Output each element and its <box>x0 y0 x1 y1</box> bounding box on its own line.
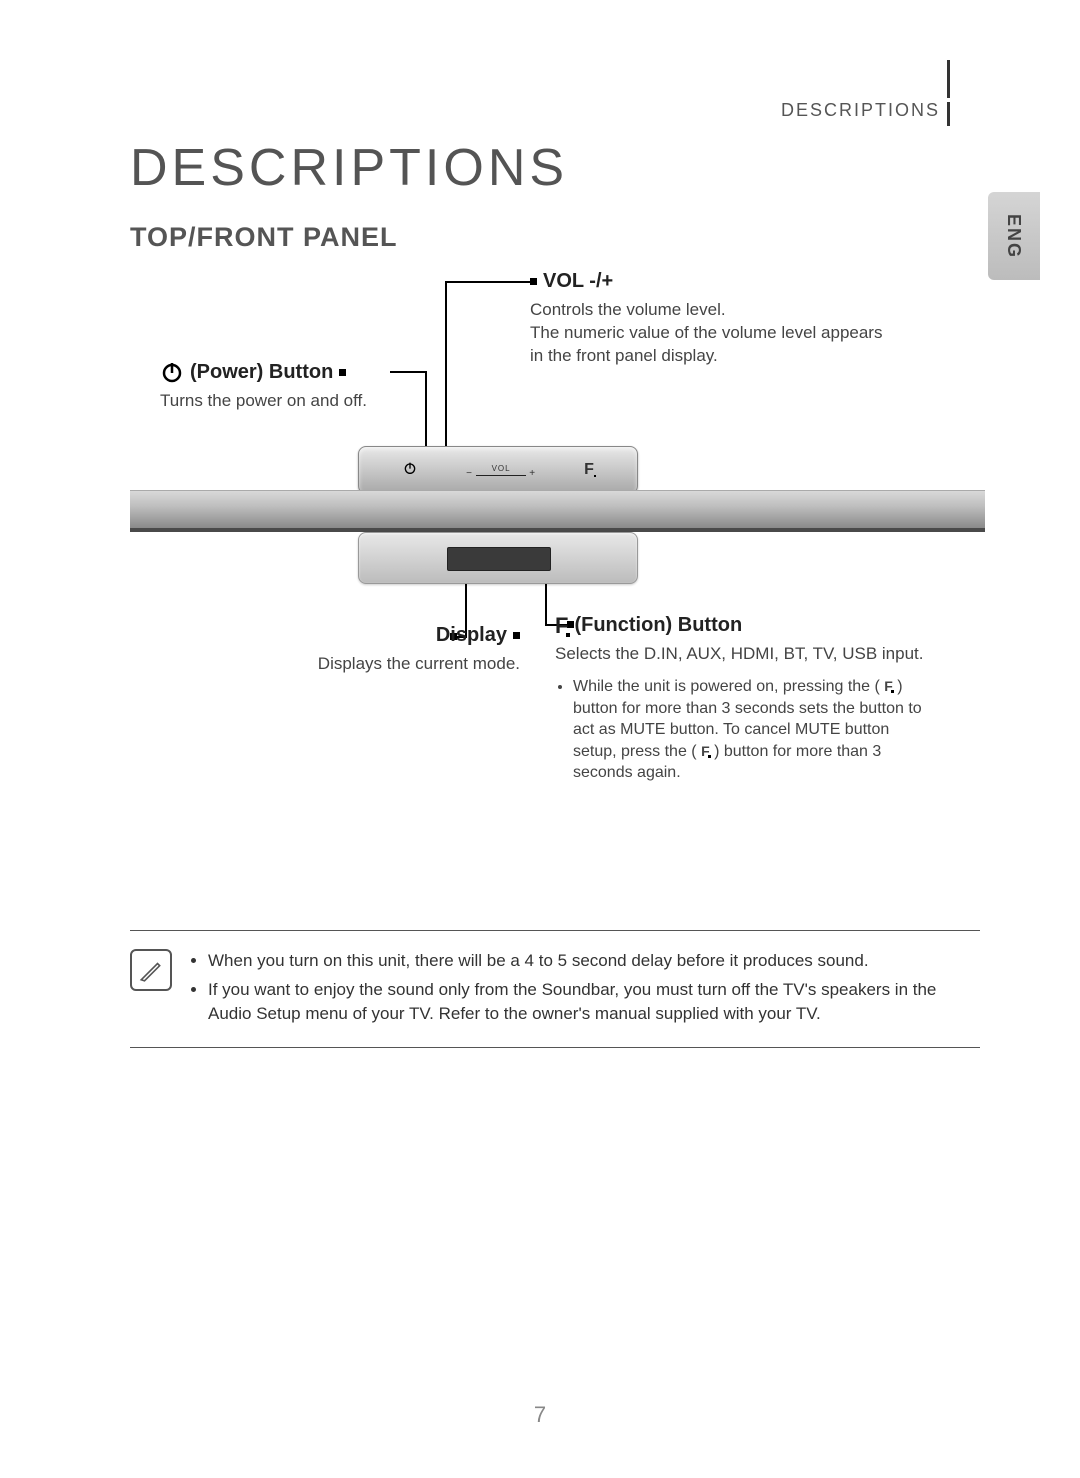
bullet-part: While the unit is powered on, pressing t… <box>573 678 880 695</box>
language-tab-label: ENG <box>1003 213 1024 258</box>
callout-function-text: Selects the D.IN, AUX, HDMI, BT, TV, USB… <box>555 643 935 666</box>
callout-vol-text2: The numeric value of the volume level ap… <box>530 322 890 368</box>
function-icon-inline: F <box>884 679 893 693</box>
power-icon <box>160 360 184 384</box>
note-item: When you turn on this unit, there will b… <box>208 949 980 974</box>
callout-function-title: (Function) Button <box>574 614 742 637</box>
section-title: TOP/FRONT PANEL <box>130 222 1010 253</box>
leader-line <box>445 281 535 283</box>
callout-function: F (Function) Button Selects the D.IN, AU… <box>555 614 935 788</box>
display-window <box>447 547 551 571</box>
leader-line <box>390 371 427 373</box>
device-vol-control: VOL <box>476 464 526 476</box>
callout-display-title: Display <box>436 624 507 647</box>
function-bullet: While the unit is powered on, pressing t… <box>573 676 935 784</box>
manual-page: DESCRIPTIONS ENG DESCRIPTIONS TOP/FRONT … <box>0 0 1080 1478</box>
callout-vol-title: VOL -/+ <box>543 270 613 293</box>
callout-display-text: Displays the current mode. <box>260 653 520 676</box>
top-edge-marker <box>947 60 950 98</box>
callout-power-title: (Power) Button <box>190 361 333 384</box>
callout-display: Display Displays the current mode. <box>260 624 520 676</box>
leader-marker <box>513 632 520 639</box>
device-function-icon: F <box>584 461 594 479</box>
callout-power-text: Turns the power on and off. <box>160 390 440 413</box>
notes-box: When you turn on this unit, there will b… <box>130 930 980 1048</box>
language-tab: ENG <box>988 192 1040 280</box>
note-icon <box>130 949 172 991</box>
device-power-icon <box>402 460 418 481</box>
leader-line <box>445 281 447 388</box>
device-vol-line <box>476 475 526 476</box>
page-number: 7 <box>0 1402 1080 1428</box>
running-header: DESCRIPTIONS <box>781 100 940 121</box>
callout-vol-text1: Controls the volume level. <box>530 299 890 322</box>
front-display-panel <box>358 532 638 584</box>
leader-marker <box>339 369 346 376</box>
note-item: If you want to enjoy the sound only from… <box>208 978 980 1027</box>
page-title: DESCRIPTIONS <box>130 138 1010 198</box>
function-icon: F <box>555 615 568 637</box>
panel-diagram: VOL -/+ Controls the volume level. The n… <box>130 266 985 906</box>
callout-power: (Power) Button Turns the power on and of… <box>160 360 440 413</box>
function-icon-inline: F <box>701 744 710 758</box>
top-control-panel: VOL F <box>358 446 638 494</box>
header-rule <box>947 102 950 126</box>
soundbar-body <box>130 490 985 532</box>
device-vol-label: VOL <box>492 464 511 473</box>
callout-vol: VOL -/+ Controls the volume level. The n… <box>530 270 890 368</box>
soundbar-illustration: VOL F <box>130 436 985 596</box>
callout-function-bullets: While the unit is powered on, pressing t… <box>573 676 935 784</box>
